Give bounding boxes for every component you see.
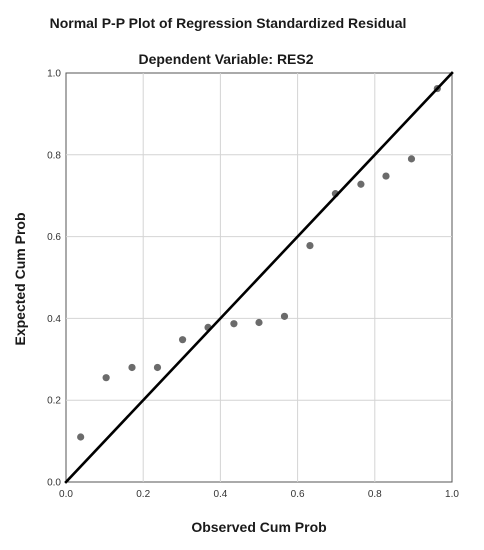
y-tick-label: 0.2	[47, 396, 61, 407]
data-point	[382, 172, 389, 179]
y-tick-label: 1.0	[47, 69, 61, 80]
x-tick-label: 1.0	[445, 489, 459, 500]
x-tick-label: 0.6	[291, 489, 305, 500]
y-tick-label: 0.6	[47, 232, 61, 243]
x-tick-label: 0.2	[136, 489, 150, 500]
data-point	[357, 181, 364, 188]
data-point	[77, 433, 84, 440]
x-tick-label: 0.8	[368, 489, 382, 500]
chart-subtitle: Dependent Variable: RES2	[138, 51, 313, 67]
x-tick-label: 0.0	[59, 489, 73, 500]
x-axis-label: Observed Cum Prob	[191, 519, 326, 535]
x-tick-label: 0.4	[213, 489, 227, 500]
data-point	[255, 319, 262, 326]
x-axis-ticks: 0.0 0.2 0.4 0.6 0.8 1.0	[59, 489, 459, 500]
y-tick-label: 0.8	[47, 150, 61, 161]
chart-title: Normal P-P Plot of Regression Standardiz…	[50, 15, 407, 31]
data-point	[306, 242, 313, 249]
data-point	[103, 374, 110, 381]
data-point	[128, 364, 135, 371]
data-point	[179, 336, 186, 343]
data-point	[230, 320, 237, 327]
data-point	[154, 364, 161, 371]
data-point	[281, 313, 288, 320]
y-tick-label: 0.4	[47, 314, 61, 325]
y-axis-label: Expected Cum Prob	[12, 212, 28, 345]
y-tick-label: 0.0	[47, 478, 61, 489]
data-point	[408, 155, 415, 162]
y-axis-ticks: 0.0 0.2 0.4 0.6 0.8 1.0	[47, 69, 61, 489]
